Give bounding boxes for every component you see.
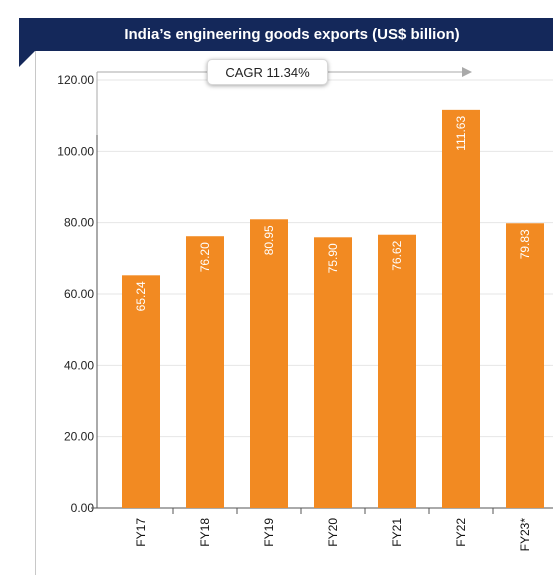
- y-tick-label: 20.00: [64, 430, 94, 444]
- bar: [378, 234, 416, 509]
- y-tick-label: 0.00: [71, 501, 95, 515]
- bar-value-label: 79.83: [518, 229, 532, 259]
- y-tick-label: 120.00: [57, 73, 94, 87]
- bar-value-label: 75.90: [326, 243, 340, 273]
- bar-value-label: 65.24: [134, 281, 148, 311]
- bar: [442, 109, 480, 508]
- panel-left-border: [35, 51, 36, 575]
- bar-value-label: 76.62: [390, 240, 404, 270]
- bar: [506, 223, 544, 508]
- cagr-arrow-head: [462, 67, 472, 77]
- bar: [250, 219, 288, 509]
- x-tick-label: FY19: [262, 518, 276, 547]
- y-tick-label: 60.00: [64, 287, 94, 301]
- x-tick-label: FY23*: [518, 518, 532, 552]
- y-tick-label: 100.00: [57, 144, 94, 158]
- bar-value-label: 80.95: [262, 225, 276, 255]
- cagr-callout: CAGR 11.34%: [207, 59, 328, 85]
- bar-value-label: 76.20: [198, 242, 212, 272]
- bar-value-label: 111.63: [454, 116, 468, 151]
- chart-title: India’s engineering goods exports (US$ b…: [19, 18, 553, 51]
- bar: [314, 237, 352, 509]
- y-tick-label: 80.00: [64, 216, 94, 230]
- x-tick-label: FY21: [390, 518, 404, 547]
- title-corner-tab: [19, 51, 35, 67]
- bar: [122, 275, 160, 508]
- x-tick-label: FY20: [326, 518, 340, 547]
- x-tick-label: FY22: [454, 518, 468, 547]
- bar: [186, 236, 224, 508]
- x-tick-label: FY17: [134, 518, 148, 547]
- y-tick-label: 40.00: [64, 358, 94, 372]
- x-tick-label: FY18: [198, 518, 212, 547]
